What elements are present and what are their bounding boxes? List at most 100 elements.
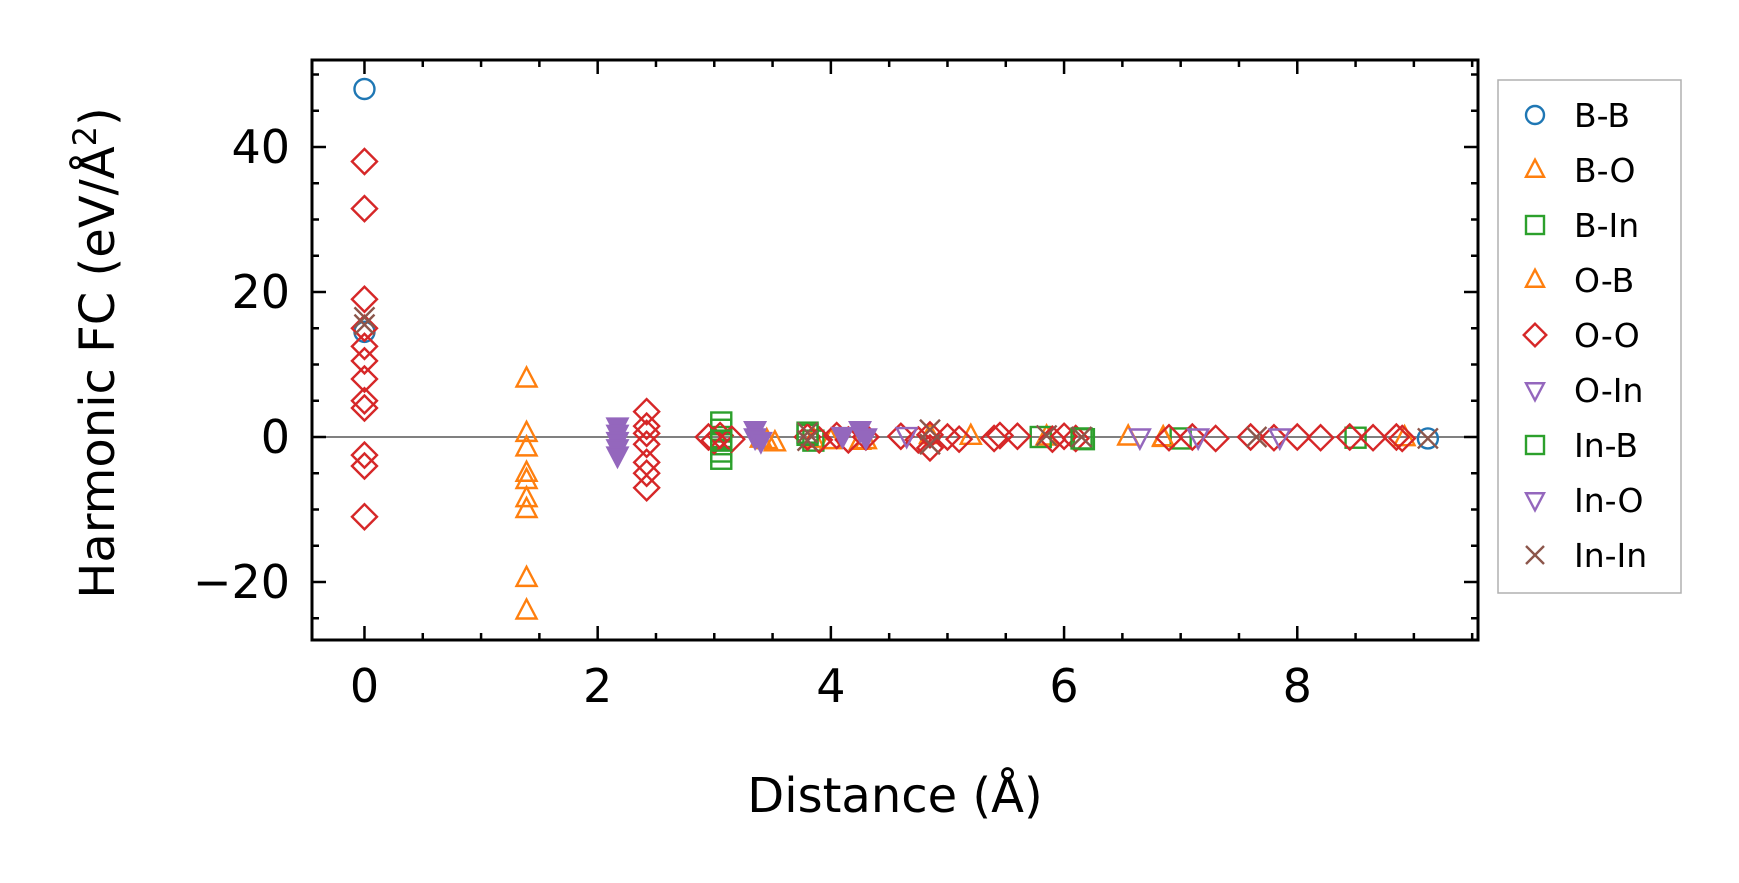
point-b-o: [514, 433, 539, 457]
point-o-o: [1201, 424, 1230, 453]
legend-marker-o-b: [1524, 267, 1546, 288]
legend-marker-in-in-stroke: [1525, 545, 1545, 565]
point-o-o: [632, 430, 661, 459]
point-o-o: [1259, 423, 1289, 452]
point-in-in-stroke: [1070, 426, 1093, 448]
point-b-in: [710, 447, 733, 470]
point-o-o: [350, 440, 379, 470]
point-o-o: [979, 424, 1009, 453]
point-o-o: [1003, 422, 1032, 451]
point-o-o: [886, 422, 916, 451]
point-in-in-stroke: [353, 306, 376, 329]
legend-marker-o-o: [1522, 322, 1548, 348]
point-o-o: [1306, 423, 1335, 452]
y-axis-label-close: ): [70, 107, 126, 126]
legend-label-o-o: O-O: [1574, 316, 1640, 355]
point-in-in-stroke: [1035, 424, 1058, 447]
x-tick-label: 6: [1049, 659, 1078, 713]
point-b-o: [514, 596, 539, 620]
legend-label-b-b: B-B: [1574, 96, 1630, 135]
legend-marker-in-o: [1524, 492, 1546, 513]
point-o-o: [1154, 423, 1184, 452]
point-in-in-stroke: [353, 313, 376, 336]
point-o-o: [350, 393, 379, 423]
legend-label-b-in: B-In: [1574, 206, 1639, 245]
series-o-in: [894, 426, 1292, 452]
legend-label-o-in: O-In: [1574, 371, 1643, 410]
point-b-o: [514, 564, 539, 588]
legend-marker-in-in: [1525, 545, 1545, 565]
point-o-in: [1267, 428, 1292, 452]
point-o-o: [632, 411, 661, 441]
point-o-o: [1382, 422, 1411, 452]
point-o-o: [632, 473, 661, 502]
point-in-in-stroke: [796, 429, 819, 452]
point-in-in: [796, 421, 819, 444]
point-o-o: [632, 419, 661, 448]
series-in-in: [353, 306, 1439, 456]
y-tick-labels: −20 0 20 40: [193, 120, 290, 609]
point-in-in-stroke: [1417, 427, 1439, 450]
x-tick-labels: 0 2 4 6 8: [350, 659, 1312, 713]
point-in-b: [1070, 427, 1093, 450]
x-tick-label: 4: [816, 659, 845, 713]
point-o-o: [350, 285, 379, 314]
y-tick-label: 40: [231, 120, 290, 174]
legend-marker-b-o: [1524, 157, 1546, 178]
point-o-o: [632, 397, 661, 426]
point-in-b: [710, 429, 733, 452]
point-o-o: [1358, 423, 1388, 452]
point-b-o: [514, 364, 539, 388]
point-b-b: [353, 77, 376, 101]
point-b-o: [514, 484, 539, 508]
plot-frame: [310, 58, 1480, 642]
point-o-o: [350, 386, 379, 415]
point-o-o: [350, 332, 379, 361]
point-b-o: [514, 495, 539, 519]
point-in-b: [796, 421, 819, 444]
point-b-o: [1392, 423, 1417, 447]
x-axis-label: Distance (Å): [747, 767, 1042, 824]
y-tick-label: −20: [193, 555, 290, 609]
point-o-o: [350, 451, 379, 481]
legend-label-b-o: B-O: [1574, 151, 1635, 190]
legend-marker-b-in: [1524, 214, 1546, 236]
point-o-o: [944, 424, 974, 454]
y-axis-label-superscript: 2: [66, 126, 104, 146]
legend-box: [1497, 79, 1682, 594]
point-o-o: [350, 194, 379, 223]
point-in-o: [605, 446, 630, 470]
legend-label-in-in: In-In: [1574, 536, 1647, 575]
point-in-in: [796, 429, 819, 452]
legend-marker-b-b: [1524, 104, 1546, 126]
point-o-o: [1038, 424, 1067, 454]
legend-marker-o-in: [1524, 382, 1546, 403]
series-in-b: [710, 421, 1093, 452]
point-in-in: [919, 433, 941, 456]
point-in-in-stroke: [796, 421, 819, 444]
point-o-o: [1388, 424, 1417, 453]
legend-label-in-b: In-B: [1574, 426, 1638, 465]
x-tick-label: 2: [583, 659, 612, 713]
point-o-o: [694, 422, 723, 452]
legend-marker-in-b: [1524, 434, 1546, 456]
point-o-o: [350, 147, 379, 176]
point-o-o: [904, 425, 933, 455]
point-b-o: [762, 428, 787, 452]
point-o-o: [350, 364, 379, 394]
point-o-o: [933, 422, 962, 452]
y-tick-label: 0: [261, 410, 290, 464]
point-in-in: [1245, 426, 1268, 448]
x-tick-label: 8: [1283, 659, 1312, 713]
point-in-o: [830, 426, 855, 450]
point-b-o: [514, 459, 539, 482]
point-in-in: [353, 313, 376, 336]
point-b-in: [1344, 426, 1367, 449]
point-o-o: [1178, 422, 1207, 452]
point-b-b: [1416, 427, 1440, 450]
point-o-o: [350, 346, 379, 376]
y-axis-label: Harmonic FC (eV/Å2): [66, 107, 126, 599]
point-in-in: [1417, 427, 1439, 450]
point-in-o: [748, 431, 773, 455]
